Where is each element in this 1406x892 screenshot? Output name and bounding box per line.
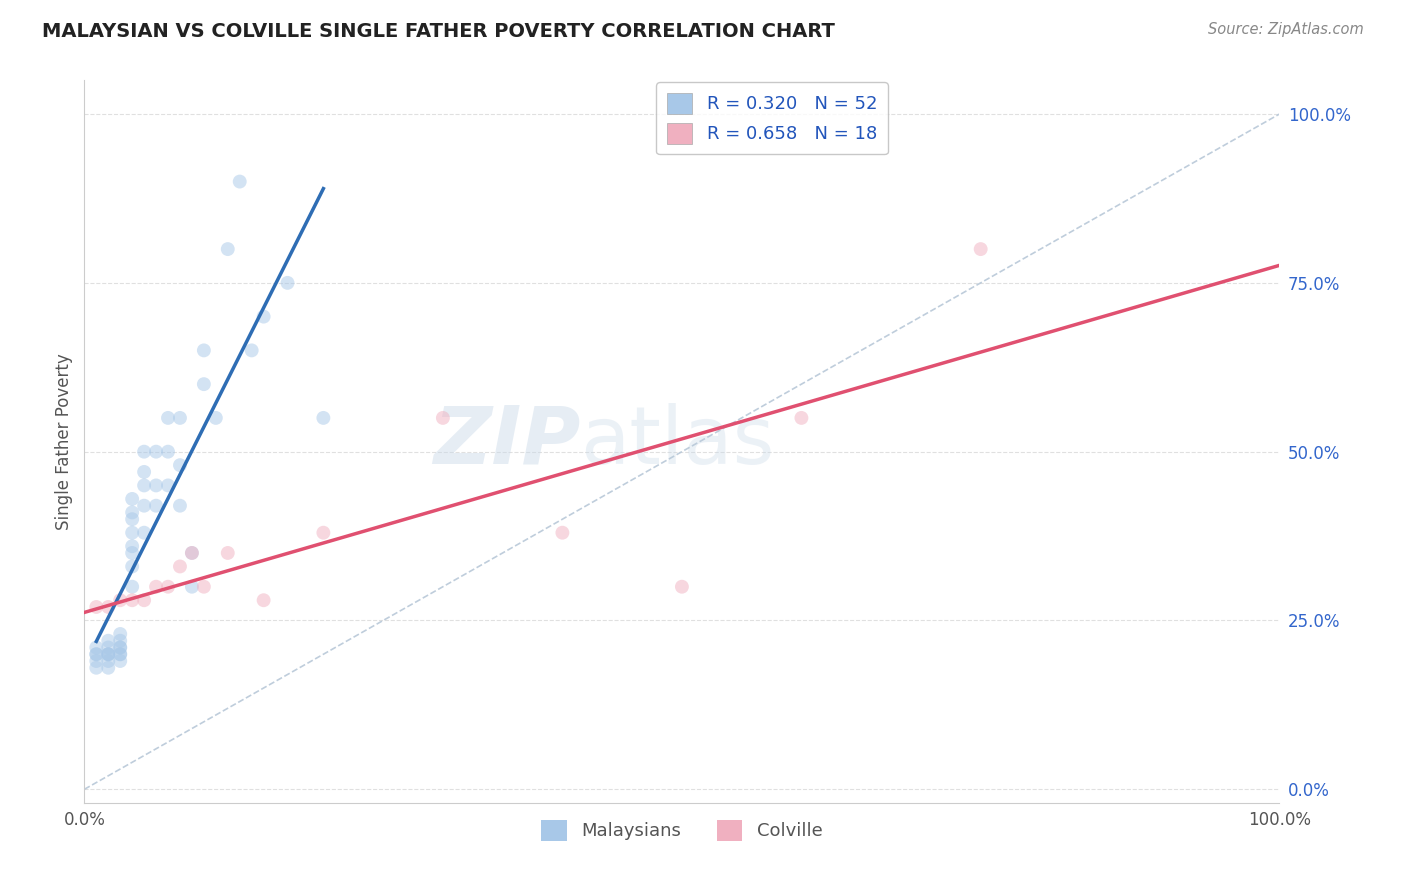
Point — [217, 242, 239, 256]
Point — [121, 559, 143, 574]
Legend: Malaysians, Colville: Malaysians, Colville — [534, 813, 830, 848]
Point — [181, 546, 204, 560]
Point — [157, 444, 180, 458]
Point — [132, 525, 156, 540]
Point — [132, 465, 156, 479]
Point — [181, 546, 204, 560]
Point — [110, 593, 132, 607]
Point — [671, 580, 693, 594]
Point — [157, 580, 180, 594]
Point — [121, 546, 143, 560]
Point — [86, 640, 108, 655]
Point — [157, 478, 180, 492]
Point — [217, 546, 239, 560]
Point — [121, 525, 143, 540]
Point — [121, 491, 143, 506]
Point — [432, 411, 454, 425]
Point — [86, 599, 108, 614]
Point — [121, 512, 143, 526]
Point — [110, 627, 132, 641]
Point — [132, 444, 156, 458]
Point — [181, 580, 204, 594]
Point — [229, 175, 252, 189]
Point — [169, 411, 191, 425]
Point — [253, 593, 276, 607]
Point — [86, 647, 108, 661]
Text: Source: ZipAtlas.com: Source: ZipAtlas.com — [1208, 22, 1364, 37]
Point — [145, 580, 167, 594]
Text: atlas: atlas — [581, 402, 775, 481]
Point — [193, 580, 215, 594]
Point — [86, 654, 108, 668]
Point — [132, 478, 156, 492]
Point — [97, 647, 120, 661]
Point — [145, 499, 167, 513]
Point — [193, 343, 215, 358]
Y-axis label: Single Father Poverty: Single Father Poverty — [55, 353, 73, 530]
Point — [97, 640, 120, 655]
Point — [110, 640, 132, 655]
Point — [97, 599, 120, 614]
Point — [205, 411, 228, 425]
Point — [145, 444, 167, 458]
Point — [790, 411, 813, 425]
Point — [551, 525, 574, 540]
Point — [193, 377, 215, 392]
Point — [132, 499, 156, 513]
Point — [312, 411, 335, 425]
Point — [97, 654, 120, 668]
Point — [970, 242, 993, 256]
Point — [121, 505, 143, 519]
Point — [121, 539, 143, 553]
Text: MALAYSIAN VS COLVILLE SINGLE FATHER POVERTY CORRELATION CHART: MALAYSIAN VS COLVILLE SINGLE FATHER POVE… — [42, 22, 835, 41]
Point — [169, 499, 191, 513]
Point — [110, 647, 132, 661]
Point — [169, 458, 191, 472]
Point — [277, 276, 299, 290]
Point — [97, 647, 120, 661]
Point — [110, 633, 132, 648]
Point — [97, 647, 120, 661]
Point — [86, 647, 108, 661]
Point — [86, 661, 108, 675]
Point — [110, 654, 132, 668]
Text: ZIP: ZIP — [433, 402, 581, 481]
Point — [312, 525, 335, 540]
Point — [132, 593, 156, 607]
Point — [145, 478, 167, 492]
Point — [97, 661, 120, 675]
Point — [97, 633, 120, 648]
Point — [253, 310, 276, 324]
Point — [157, 411, 180, 425]
Point — [169, 559, 191, 574]
Point — [121, 593, 143, 607]
Point — [110, 640, 132, 655]
Point — [110, 647, 132, 661]
Point — [240, 343, 263, 358]
Point — [121, 580, 143, 594]
